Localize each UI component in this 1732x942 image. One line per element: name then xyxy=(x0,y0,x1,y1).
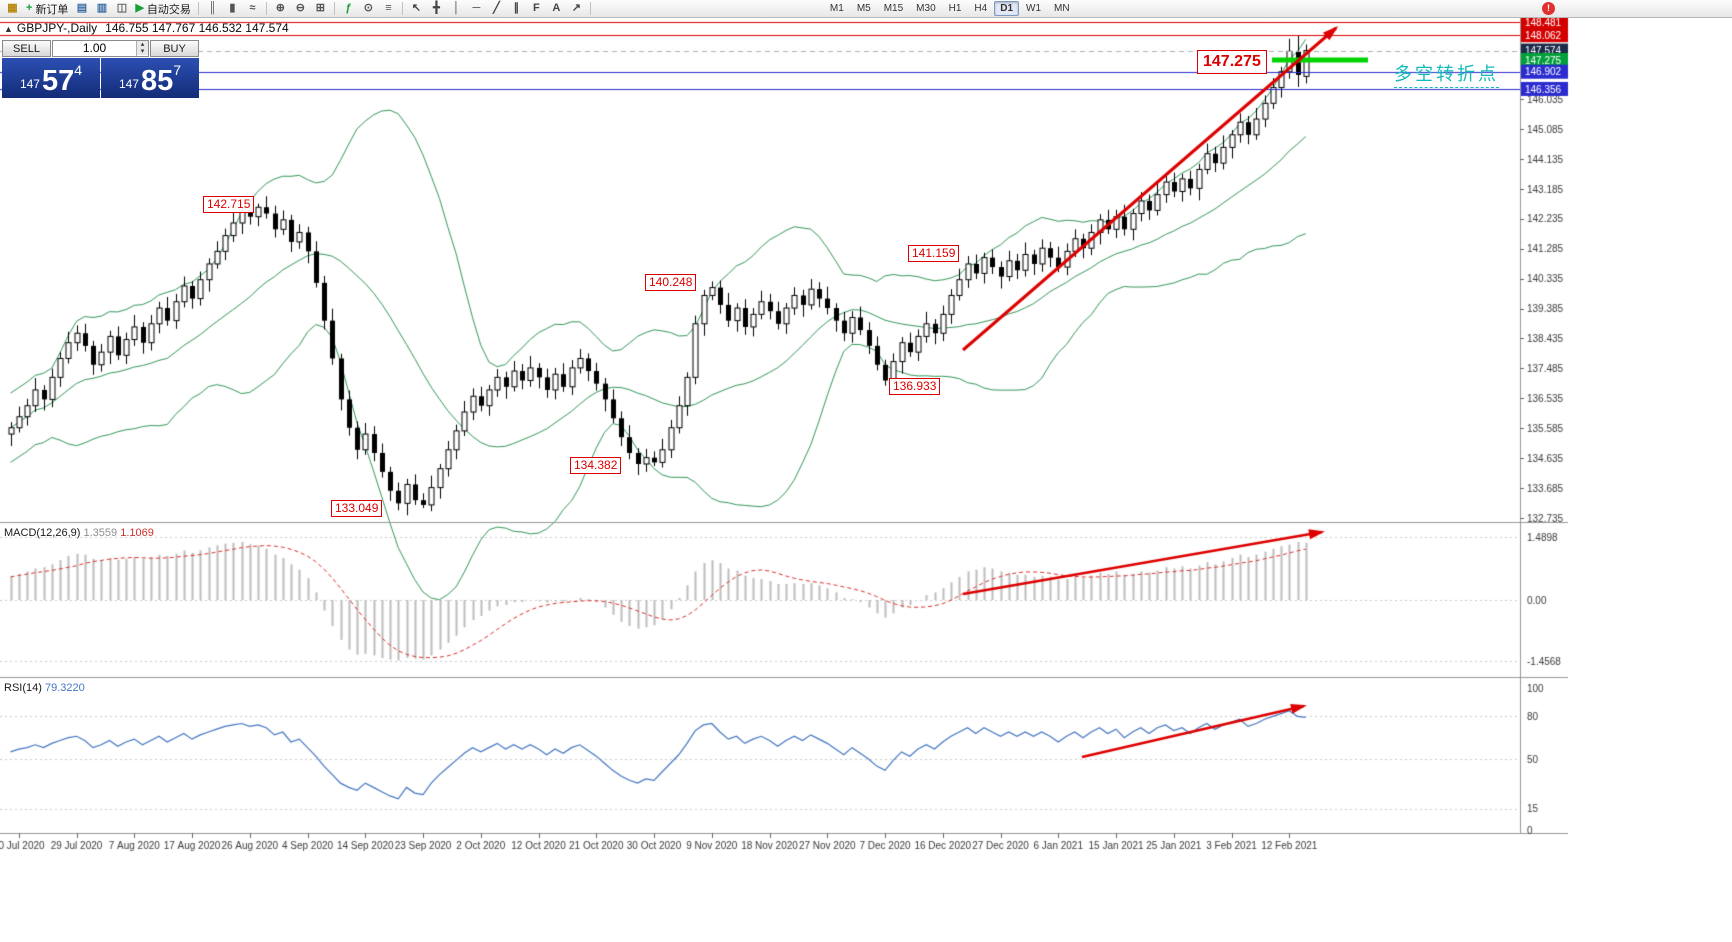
text-label-button[interactable]: A xyxy=(547,1,566,17)
trade-panel-quotes: 147 57 4 147 85 7 xyxy=(2,58,199,98)
toolbar-separator xyxy=(265,2,267,15)
timeframe-w1-button[interactable]: W1 xyxy=(1020,1,1047,16)
bid-big-digits: 57 xyxy=(41,65,75,97)
macd-name: MACD(12,26,9) xyxy=(4,527,81,539)
macd-signal-value: 1.1069 xyxy=(120,527,154,539)
data-window-button[interactable]: ▥ xyxy=(92,1,111,17)
volume-field[interactable]: 1.00 ▴ ▾ xyxy=(52,40,149,57)
templates-button[interactable]: ≡ xyxy=(379,1,398,17)
data-window-icon: ▥ xyxy=(96,2,108,14)
chinese-annotation[interactable]: 多空转折点 xyxy=(1394,60,1499,88)
crosshair-button[interactable]: ╋ xyxy=(427,1,446,17)
toolbar-separator xyxy=(401,2,403,15)
new-order-icon: + xyxy=(26,2,33,14)
rsi-value: 79.3220 xyxy=(44,682,85,694)
cursor-button[interactable]: ↖ xyxy=(407,1,426,17)
chart-bars-icon: ║ xyxy=(208,2,217,14)
new-order-label: 新订单 xyxy=(35,3,69,16)
volume-down-icon[interactable]: ▾ xyxy=(137,48,148,55)
toolbar-separator xyxy=(197,2,199,15)
market-watch-button[interactable]: ▤ xyxy=(72,1,91,17)
ask-pip-digit: 7 xyxy=(173,62,182,78)
chart-candles-icon: ▮ xyxy=(229,2,236,14)
chart-candles-button[interactable]: ▮ xyxy=(223,1,242,17)
rsi-name: RSI(14) xyxy=(4,682,42,694)
periods-icon: ⊙ xyxy=(363,2,374,14)
new-order-button[interactable]: + 新订单 xyxy=(23,1,71,17)
ask-big-digits: 85 xyxy=(140,65,174,97)
timeframe-m5-button[interactable]: M5 xyxy=(851,1,877,16)
one-click-trading-panel: SELL 1.00 ▴ ▾ BUY 147 57 4 147 85 7 xyxy=(2,40,199,98)
ask-prefix: 147 xyxy=(118,77,139,91)
arrows-tool-icon: ↗ xyxy=(571,2,582,14)
tile-windows-icon: ⊞ xyxy=(315,2,326,14)
cursor-icon: ↖ xyxy=(411,2,422,14)
notification-icon[interactable]: ! xyxy=(1542,2,1555,15)
auto-trading-icon: ▶ xyxy=(135,2,144,14)
horizontal-line-button[interactable]: ─ xyxy=(467,1,486,17)
horizontal-line-icon: ─ xyxy=(472,2,481,14)
trade-panel-controls: SELL 1.00 ▴ ▾ BUY xyxy=(2,40,199,57)
indicators-button[interactable]: ƒ xyxy=(339,1,358,17)
chart-bars-button[interactable]: ║ xyxy=(203,1,222,17)
timeframe-m15-button[interactable]: M15 xyxy=(878,1,909,16)
collapse-icon[interactable]: ▲ xyxy=(4,24,13,34)
fibonacci-button[interactable]: F xyxy=(527,1,546,17)
macd-indicator-label: MACD(12,26,9) 1.3559 1.1069 xyxy=(4,527,154,539)
timeframe-d1-button[interactable]: D1 xyxy=(994,1,1020,16)
bid-prefix: 147 xyxy=(19,77,40,91)
auto-trading-label: 自动交易 xyxy=(146,3,191,16)
trendline-button[interactable]: ╱ xyxy=(487,1,506,17)
indicators-icon: ƒ xyxy=(345,2,352,14)
new-chart-button[interactable]: ▦ xyxy=(3,1,22,17)
volume-stepper: ▴ ▾ xyxy=(136,41,148,56)
chart-line-icon: ≈ xyxy=(249,2,256,14)
toolbar-separator xyxy=(333,2,335,15)
arrows-tool-button[interactable]: ↗ xyxy=(567,1,586,17)
toolbar-icon-group: ▦ + 新订单 ▤ ▥ ◫ ▶ 自动交易 ║ ▮ ≈ ⊕ ⊖ ⊞ ƒ ⊙ ≡ ↖ ╋ │ ─ ╱ ∥ F A ↗ xyxy=(3,1,594,17)
text-label-icon: A xyxy=(552,2,561,14)
tile-windows-button[interactable]: ⊞ xyxy=(311,1,330,17)
vertical-line-button[interactable]: │ xyxy=(447,1,466,17)
channel-icon: ∥ xyxy=(513,2,520,14)
navigator-icon: ◫ xyxy=(116,2,128,14)
timeframe-h1-button[interactable]: H1 xyxy=(943,1,968,16)
timeframe-h4-button[interactable]: H4 xyxy=(968,1,993,16)
ask-price-box[interactable]: 147 85 7 xyxy=(101,58,199,98)
main-toolbar: ▦ + 新订单 ▤ ▥ ◫ ▶ 自动交易 ║ ▮ ≈ ⊕ ⊖ ⊞ ƒ ⊙ ≡ ↖ ╋ │ ─ ╱ ∥ F A ↗ M1 M5 M15 M… xyxy=(0,0,1732,18)
trendline-icon: ╱ xyxy=(493,2,500,14)
periods-button[interactable]: ⊙ xyxy=(359,1,378,17)
symbol-period-label: GBPJPY-,Daily xyxy=(16,21,98,35)
buy-button[interactable]: BUY xyxy=(150,40,199,57)
auto-trading-button[interactable]: ▶ 自动交易 xyxy=(132,1,193,17)
timeframe-m30-button[interactable]: M30 xyxy=(910,1,941,16)
timeframe-mn-button[interactable]: MN xyxy=(1048,1,1076,16)
bid-price-box[interactable]: 147 57 4 xyxy=(2,58,100,98)
toolbar-separator xyxy=(589,2,591,15)
macd-main-value: 1.3559 xyxy=(83,527,118,539)
bid-pip-digit: 4 xyxy=(74,62,83,78)
timeframe-toolbar: M1 M5 M15 M30 H1 H4 D1 W1 MN xyxy=(824,1,1076,16)
new-chart-icon: ▦ xyxy=(7,2,18,14)
navigator-button[interactable]: ◫ xyxy=(112,1,131,17)
rsi-indicator-label: RSI(14) 79.3220 xyxy=(4,682,85,694)
vertical-line-icon: │ xyxy=(452,2,460,14)
zoom-in-icon: ⊕ xyxy=(275,2,286,14)
volume-up-icon[interactable]: ▴ xyxy=(137,41,148,48)
zoom-in-button[interactable]: ⊕ xyxy=(271,1,290,17)
volume-value[interactable]: 1.00 xyxy=(82,41,107,55)
chart-title: ▲ GBPJPY-,Daily 146.755 147.767 146.532 14… xyxy=(4,21,289,35)
templates-icon: ≡ xyxy=(385,2,392,14)
chart-line-button[interactable]: ≈ xyxy=(243,1,262,17)
market-watch-icon: ▤ xyxy=(76,2,88,14)
ohlc-values: 146.755 147.767 146.532 147.574 xyxy=(105,21,289,35)
zoom-out-icon: ⊖ xyxy=(295,2,306,14)
crosshair-icon: ╋ xyxy=(433,2,440,14)
sell-button[interactable]: SELL xyxy=(2,40,51,57)
timeframe-m1-button[interactable]: M1 xyxy=(824,1,850,16)
fibonacci-icon: F xyxy=(533,2,540,14)
zoom-out-button[interactable]: ⊖ xyxy=(291,1,310,17)
channel-button[interactable]: ∥ xyxy=(507,1,526,17)
